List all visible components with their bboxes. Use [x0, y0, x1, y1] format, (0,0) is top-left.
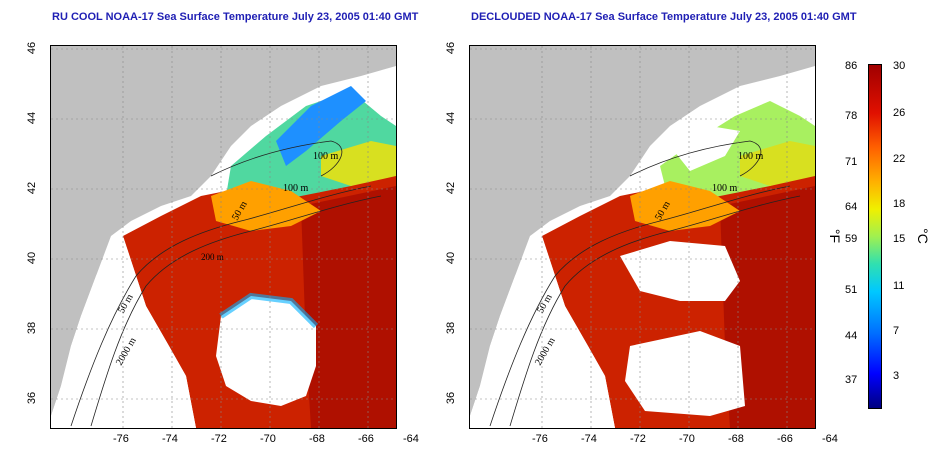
x-tick-label: -68 [309, 433, 325, 445]
yellow-shelf-water [740, 141, 815, 186]
contour-label: 100 m [712, 183, 738, 194]
celsius-tick: 15 [893, 233, 906, 245]
left-map-title: RU COOL NOAA-17 Sea Surface Temperature … [52, 11, 419, 23]
right-map-canvas: 100 m 100 m 50 m 50 m 2000 m [470, 46, 815, 428]
warm-shelf-water [630, 181, 740, 231]
x-tick-label: -64 [403, 433, 419, 445]
y-tick-label: 38 [26, 321, 39, 335]
cloud-gap-region [625, 331, 745, 416]
land-mass [470, 46, 815, 416]
contour-label: 200 m [201, 252, 224, 262]
cloud-gap-region [670, 126, 740, 171]
fahrenheit-tick: 71 [845, 156, 858, 168]
y-tick-label: 42 [26, 181, 39, 195]
x-tick-label: -76 [113, 433, 129, 445]
y-tick-label: 42 [445, 181, 458, 195]
y-tick-label: 40 [26, 251, 39, 265]
celsius-tick: 30 [893, 60, 906, 72]
x-tick-label: -66 [358, 433, 374, 445]
fahrenheit-tick: 44 [845, 330, 858, 342]
celsius-tick: 26 [893, 107, 906, 119]
cloud-edge-ring [219, 292, 319, 329]
deep-red-patch [720, 186, 815, 428]
right-sst-map[interactable]: 100 m 100 m 50 m 50 m 2000 m [469, 45, 816, 429]
deep-red-patch [301, 186, 396, 428]
contour-label: 100 m [283, 183, 309, 194]
celsius-unit-label: °C [914, 228, 931, 244]
graticule [470, 46, 815, 428]
x-tick-label: -72 [211, 433, 227, 445]
x-tick-label: -76 [532, 433, 548, 445]
celsius-tick: 18 [893, 198, 906, 210]
y-tick-label: 36 [445, 391, 458, 405]
left-map-canvas: 100 m 100 m 50 m 200 m 50 m 2000 m [51, 46, 396, 428]
contour-label: 100 m [738, 151, 764, 162]
y-tick-label: 38 [445, 321, 458, 335]
fahrenheit-tick: 37 [845, 374, 858, 386]
x-tick-label: -66 [777, 433, 793, 445]
cloud-masked-region [216, 296, 316, 406]
x-tick-label: -70 [260, 433, 276, 445]
celsius-tick: 22 [893, 153, 906, 165]
graticule [51, 46, 396, 428]
cloud-gap-region [620, 241, 740, 301]
warm-shelf-water [211, 181, 321, 231]
celsius-tick: 3 [893, 370, 900, 382]
bathymetry-contours [489, 140, 801, 427]
fahrenheit-unit-label: °F [827, 228, 844, 244]
yellow-shelf-water [321, 141, 396, 186]
right-map-title: DECLOUDED NOAA-17 Sea Surface Temperatur… [471, 11, 857, 23]
y-tick-label: 40 [445, 251, 458, 265]
y-tick-label: 46 [26, 41, 39, 55]
left-sst-map[interactable]: 100 m 100 m 50 m 200 m 50 m 2000 m [50, 45, 397, 429]
fahrenheit-tick: 51 [845, 284, 858, 296]
contour-label: 100 m [313, 151, 339, 162]
celsius-tick: 11 [893, 280, 905, 292]
fahrenheit-tick: 86 [845, 60, 858, 72]
y-tick-label: 36 [26, 391, 39, 405]
x-tick-label: -74 [162, 433, 178, 445]
y-tick-label: 44 [445, 111, 458, 125]
x-tick-label: -68 [728, 433, 744, 445]
y-tick-label: 44 [26, 111, 39, 125]
x-tick-label: -64 [822, 433, 838, 445]
x-tick-label: -72 [630, 433, 646, 445]
x-tick-label: -74 [581, 433, 597, 445]
bathymetry-contours [70, 140, 382, 427]
land-mass [51, 46, 396, 416]
y-tick-label: 46 [445, 41, 458, 55]
fahrenheit-tick: 59 [845, 233, 858, 245]
x-tick-label: -70 [679, 433, 695, 445]
fahrenheit-tick: 64 [845, 201, 858, 213]
temperature-colorbar [868, 64, 882, 409]
celsius-tick: 7 [893, 325, 900, 337]
fahrenheit-tick: 78 [845, 110, 858, 122]
